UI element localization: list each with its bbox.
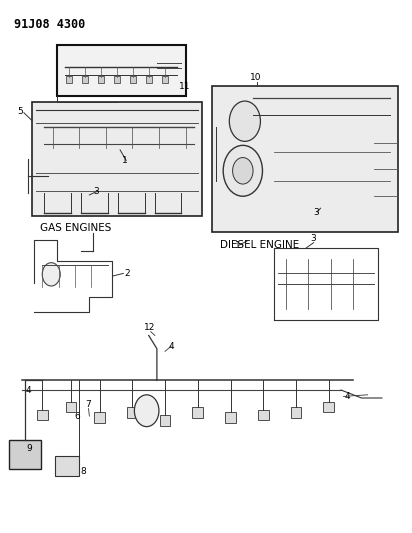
Bar — [114, 76, 120, 83]
Circle shape — [233, 158, 253, 184]
Text: 12: 12 — [144, 323, 155, 332]
Bar — [56, 45, 185, 96]
Text: 1: 1 — [235, 241, 240, 250]
Bar — [130, 76, 136, 83]
Text: 2: 2 — [124, 269, 130, 278]
Bar — [192, 407, 203, 418]
Bar — [323, 402, 334, 413]
Text: 4: 4 — [169, 342, 174, 351]
Text: 1: 1 — [122, 156, 128, 165]
FancyBboxPatch shape — [32, 102, 202, 216]
Bar — [9, 440, 42, 469]
Bar — [66, 402, 76, 413]
Text: 11: 11 — [179, 82, 191, 91]
Circle shape — [229, 101, 260, 141]
Bar — [127, 407, 138, 418]
Text: 4: 4 — [25, 386, 31, 395]
Bar — [66, 76, 72, 83]
Text: DIESEL ENGINE: DIESEL ENGINE — [220, 240, 300, 250]
Bar — [291, 407, 301, 418]
Circle shape — [42, 263, 60, 286]
Text: 10: 10 — [250, 73, 262, 82]
Text: 6: 6 — [74, 412, 80, 421]
Text: 4: 4 — [344, 392, 350, 401]
Bar — [37, 410, 48, 420]
Bar — [146, 76, 152, 83]
Bar — [160, 415, 171, 425]
Bar — [54, 456, 79, 476]
Text: 5: 5 — [18, 107, 23, 116]
Circle shape — [134, 395, 159, 426]
Text: 7: 7 — [85, 400, 91, 409]
Bar — [82, 76, 88, 83]
Bar — [258, 410, 269, 420]
Bar — [98, 76, 104, 83]
Text: 91J08 4300: 91J08 4300 — [14, 18, 85, 31]
Text: 3: 3 — [310, 234, 316, 243]
Bar — [225, 413, 236, 423]
Circle shape — [223, 146, 262, 196]
Bar — [94, 413, 105, 423]
Text: 3: 3 — [94, 187, 99, 196]
Text: 8: 8 — [80, 467, 86, 477]
Bar — [162, 76, 169, 83]
FancyBboxPatch shape — [212, 86, 398, 232]
Text: 9: 9 — [27, 444, 33, 453]
Text: GAS ENGINES: GAS ENGINES — [40, 223, 112, 233]
Text: 3: 3 — [313, 207, 319, 216]
